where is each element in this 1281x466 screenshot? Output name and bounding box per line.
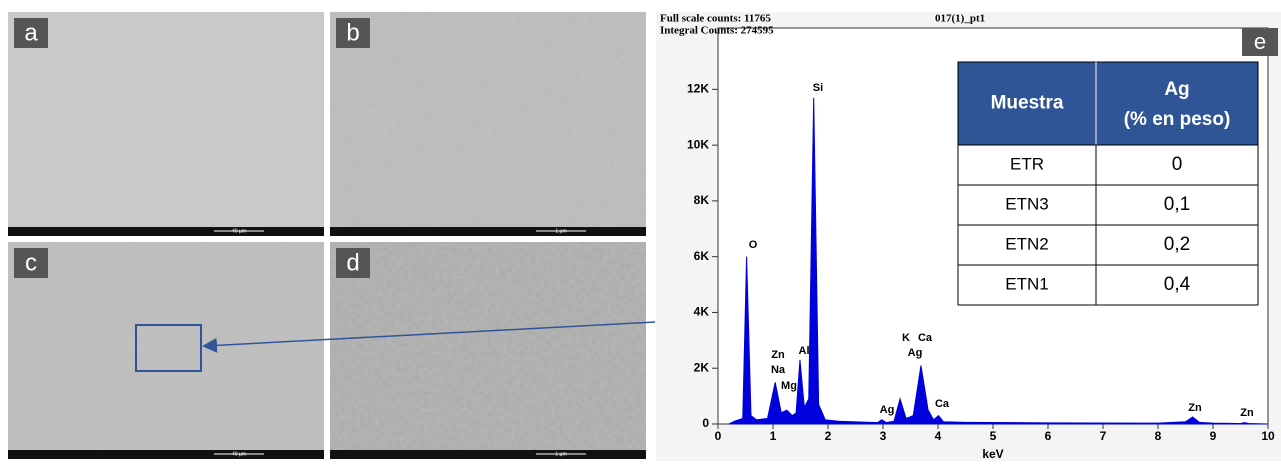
table-cell: 0,4 bbox=[1164, 274, 1191, 295]
peak-label: Ag bbox=[908, 347, 923, 359]
peak-label: Zn bbox=[1188, 402, 1202, 414]
panel-label-bg bbox=[336, 18, 370, 48]
table-cell: 0 bbox=[1172, 154, 1183, 175]
panel-label-bg bbox=[1242, 28, 1278, 56]
sem-texture bbox=[8, 12, 324, 236]
y-tick-label: 8K bbox=[694, 193, 710, 207]
y-tick-label: 6K bbox=[694, 249, 710, 263]
x-tick-label: 8 bbox=[1155, 429, 1162, 443]
sem-texture bbox=[330, 242, 646, 459]
peak-label: Na bbox=[771, 364, 786, 376]
panel-label: d bbox=[346, 249, 359, 276]
table-cell: ETN2 bbox=[1005, 234, 1048, 253]
peak-label: Si bbox=[813, 82, 823, 94]
y-tick-label: 0 bbox=[702, 416, 709, 430]
info-bar bbox=[330, 227, 646, 236]
header: Integral Counts: 274595 bbox=[660, 25, 774, 37]
x-tick-label: 2 bbox=[825, 429, 832, 443]
x-tick-label: 3 bbox=[880, 429, 887, 443]
info-bar bbox=[8, 227, 324, 236]
panel-label: b bbox=[346, 19, 359, 46]
panel-label: e bbox=[1254, 29, 1266, 54]
peak-label: K bbox=[902, 332, 910, 344]
sem-texture bbox=[330, 12, 646, 236]
x-tick-label: 10 bbox=[1261, 429, 1275, 443]
zoom-box bbox=[135, 324, 202, 372]
panel-label: c bbox=[25, 249, 37, 276]
scale-label: 40 µm bbox=[232, 228, 246, 234]
peak-label: Mg bbox=[781, 380, 797, 392]
table-row bbox=[957, 264, 1259, 306]
peak-label: Ca bbox=[935, 398, 950, 410]
y-tick-label: 2K bbox=[694, 360, 710, 374]
table-row bbox=[957, 184, 1259, 226]
x-tick-label: 6 bbox=[1045, 429, 1052, 443]
info-bar bbox=[330, 450, 646, 459]
table-header-cell: Ag bbox=[1164, 79, 1189, 100]
x-tick-label: 0 bbox=[715, 429, 722, 443]
x-tick-label: 7 bbox=[1100, 429, 1107, 443]
x-tick-label: 9 bbox=[1210, 429, 1217, 443]
chart-title: 017(1)_pt1 bbox=[935, 13, 985, 25]
table-header-cell: (% en peso) bbox=[1124, 109, 1231, 130]
table-cell: 0,2 bbox=[1164, 234, 1190, 255]
y-tick-label: 12K bbox=[687, 82, 709, 96]
table-cell: 0,1 bbox=[1164, 194, 1190, 215]
panel-label: a bbox=[24, 19, 38, 46]
x-tick-label: 1 bbox=[770, 429, 777, 443]
peak-label: Ca bbox=[918, 332, 933, 344]
y-tick-label: 4K bbox=[694, 305, 710, 319]
scale-label: 40 µm bbox=[232, 451, 246, 457]
panel-label-bg bbox=[336, 248, 370, 278]
y-tick-label: 10K bbox=[687, 137, 709, 151]
peak-label: Zn bbox=[771, 349, 785, 361]
zoom-arrow bbox=[202, 321, 656, 353]
spectrum bbox=[728, 97, 1269, 425]
x-axis-label: keV bbox=[982, 447, 1003, 461]
x-tick-label: 5 bbox=[990, 429, 997, 443]
table-cell: ETR bbox=[1010, 154, 1044, 173]
scale-label: 1 µm bbox=[555, 228, 566, 234]
peak-label: Ag bbox=[880, 404, 895, 416]
sem-texture bbox=[8, 242, 324, 459]
peak-label: Al bbox=[799, 345, 810, 357]
panel-label-bg bbox=[14, 248, 48, 278]
table-cell: ETN1 bbox=[1005, 274, 1048, 293]
peak-label: Zn bbox=[1240, 407, 1254, 419]
table-row bbox=[957, 144, 1259, 186]
info-bar bbox=[8, 450, 324, 459]
scale-label: 1 µm bbox=[555, 451, 566, 457]
table-cell: ETN3 bbox=[1005, 194, 1048, 213]
table-header-cell: Muestra bbox=[991, 93, 1064, 114]
header: Full scale counts: 11765 bbox=[660, 13, 771, 25]
peak-label: O bbox=[749, 239, 758, 251]
table-row bbox=[957, 224, 1259, 266]
table-header bbox=[957, 61, 1259, 146]
panel-label-bg bbox=[14, 18, 48, 48]
x-tick-label: 4 bbox=[935, 429, 942, 443]
